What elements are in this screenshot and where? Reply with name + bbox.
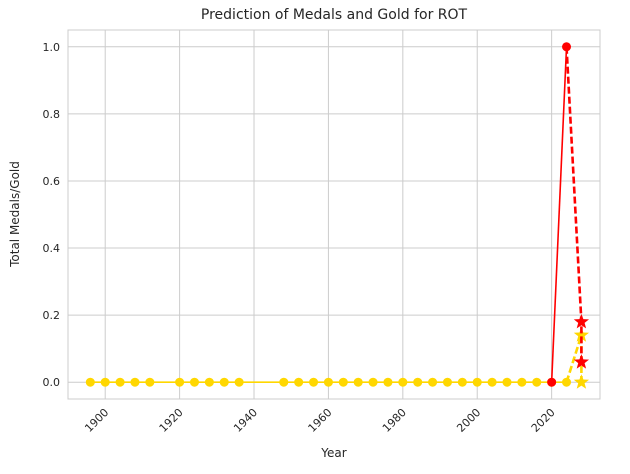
plot-area-frame	[67, 29, 601, 400]
data-point	[175, 377, 185, 387]
data-point	[472, 377, 482, 387]
data-point	[398, 377, 408, 387]
series-layer	[85, 42, 590, 389]
data-point	[487, 377, 497, 387]
data-point-star	[573, 327, 590, 342]
data-point	[368, 377, 378, 387]
data-point	[204, 377, 214, 387]
data-point	[145, 377, 155, 387]
data-point	[309, 377, 319, 387]
y-axis-label: Total Medals/Gold	[8, 161, 22, 268]
data-point	[219, 377, 229, 387]
data-point	[323, 377, 333, 387]
data-point	[353, 377, 363, 387]
data-point	[85, 377, 95, 387]
y-tick-label: 0.8	[43, 108, 61, 121]
data-point-star	[573, 313, 590, 329]
y-tick-label: 0.0	[43, 376, 61, 389]
y-tick-label: 0.2	[43, 309, 61, 322]
y-tick-label: 0.4	[43, 242, 61, 255]
data-point	[100, 377, 110, 387]
data-point-star	[573, 374, 590, 389]
data-point	[383, 377, 393, 387]
data-point	[279, 377, 289, 387]
chart-title: Prediction of Medals and Gold for ROT	[201, 7, 468, 23]
data-point	[294, 377, 304, 387]
data-point	[189, 377, 199, 387]
data-point	[130, 377, 140, 387]
data-point	[413, 377, 423, 387]
data-point	[442, 377, 452, 387]
data-point	[457, 377, 467, 387]
data-point	[532, 377, 542, 387]
y-tick-label: 0.6	[43, 175, 61, 188]
series-1	[565, 46, 590, 369]
y-tick-label: 1.0	[43, 41, 61, 54]
data-point	[234, 377, 244, 387]
series-line	[565, 334, 583, 383]
x-axis-label: Year	[320, 446, 346, 460]
data-point-star	[573, 354, 590, 369]
data-point	[547, 377, 557, 387]
data-point	[428, 377, 438, 387]
data-point	[115, 377, 125, 387]
data-point	[338, 377, 348, 387]
data-point	[517, 377, 527, 387]
series-line	[550, 46, 568, 383]
series-3	[565, 327, 590, 389]
series-2	[85, 377, 572, 387]
data-point	[502, 377, 512, 387]
